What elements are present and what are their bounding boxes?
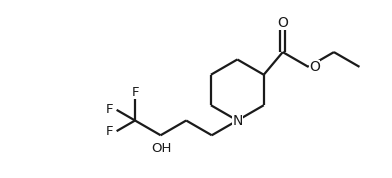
Text: OH: OH: [151, 142, 172, 155]
Text: N: N: [232, 114, 243, 127]
Text: F: F: [106, 125, 114, 138]
Text: F: F: [106, 103, 114, 116]
Text: O: O: [309, 60, 319, 74]
Text: O: O: [277, 16, 288, 30]
Text: F: F: [131, 86, 139, 99]
